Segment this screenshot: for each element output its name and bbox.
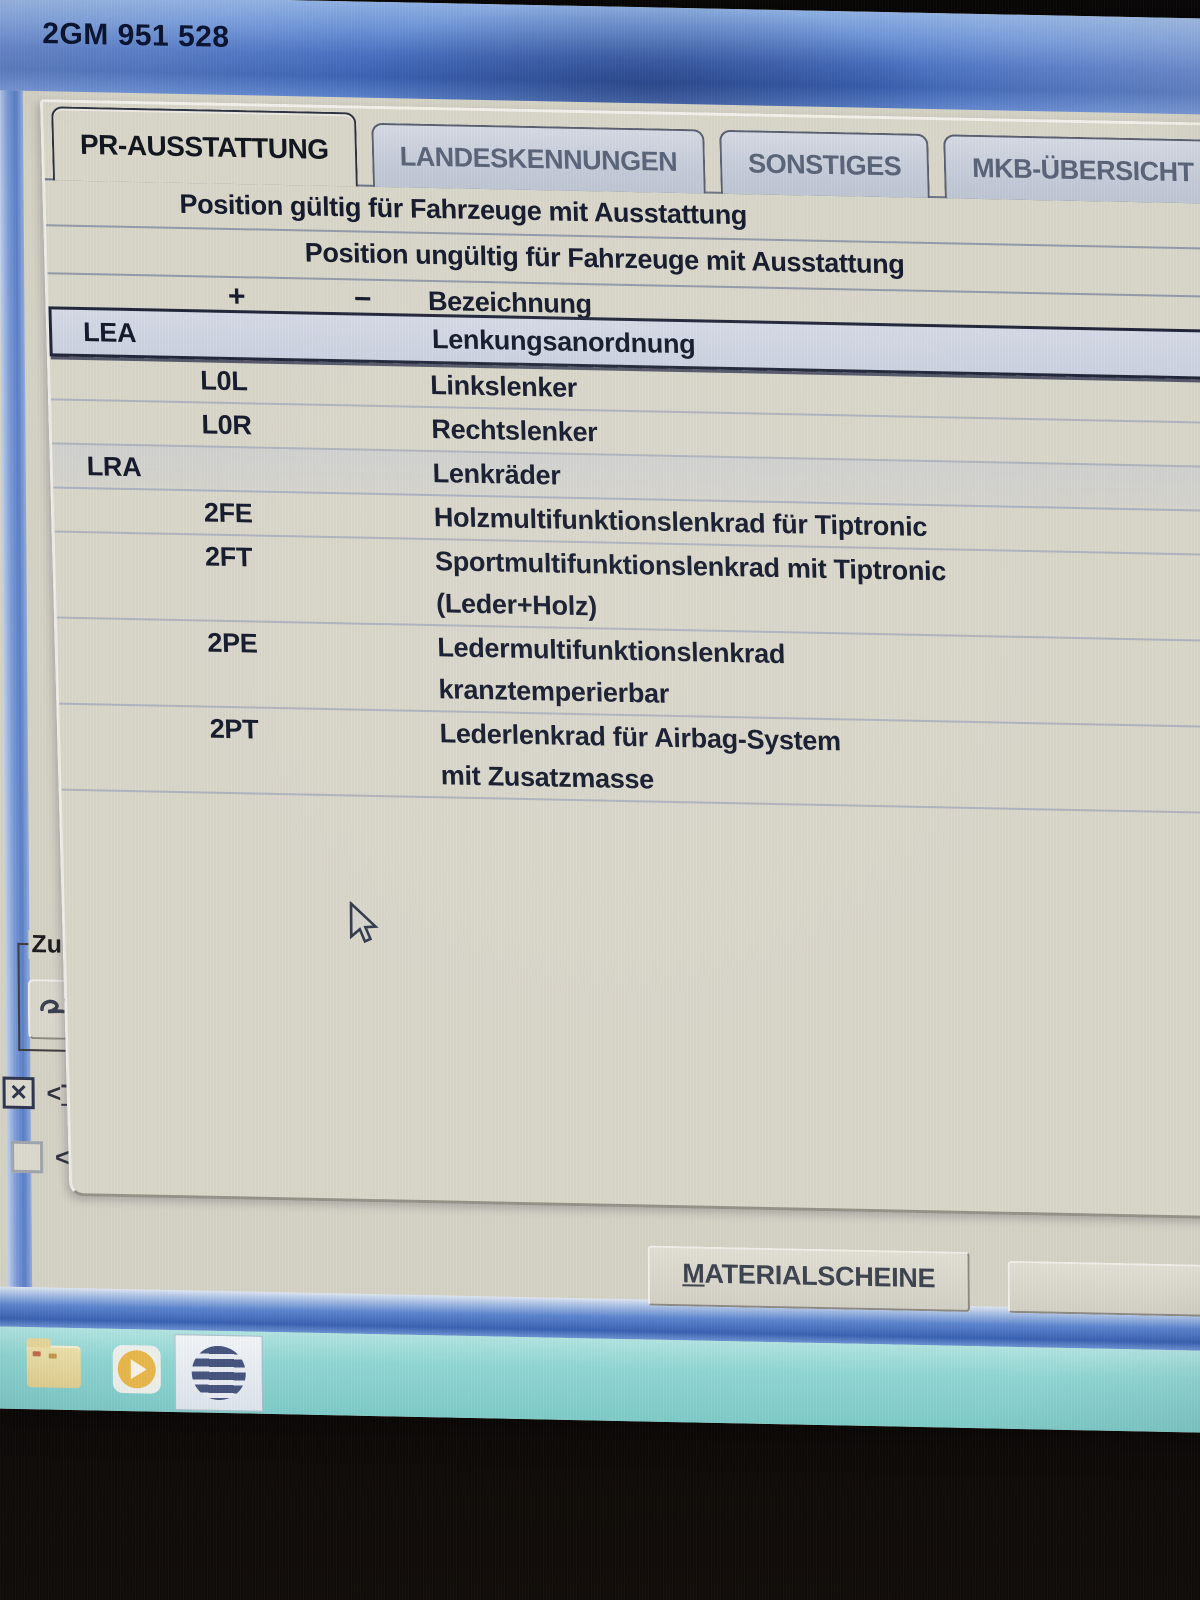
tab-sonstiges[interactable]: SONSTIGES — [719, 129, 930, 198]
mouse-cursor — [345, 900, 381, 953]
pr-code: LEA — [82, 317, 137, 349]
pr-code-table: LEA Lenkungsanordnung L0L Linkslenker L0… — [48, 306, 1200, 816]
partial-button-cutoff[interactable] — [1007, 1260, 1200, 1318]
window-title: 2GM 951 528 — [42, 17, 230, 54]
checkbox-checked[interactable]: ✕ — [2, 1076, 35, 1110]
window-title-bar: 2GM 951 528 — [0, 0, 1200, 116]
tab-label: PR-AUSSTATTUNG — [79, 128, 329, 165]
tab-label: LANDESKENNUNGEN — [399, 140, 678, 177]
header-valid-line: Position gültig für Fahrzeuge mit Aussta… — [179, 188, 748, 231]
tab-label: SONSTIGES — [747, 147, 902, 181]
materialscheine-label: MATERIALSCHEINE — [682, 1258, 936, 1294]
pr-code: 2PT — [209, 713, 259, 745]
pr-code: L0R — [201, 409, 252, 441]
pr-code: 2PE — [206, 627, 258, 659]
striped-globe-logo — [191, 1345, 246, 1401]
window-frame-left-border — [0, 90, 33, 1292]
media-player-icon[interactable] — [112, 1344, 161, 1394]
materialscheine-button[interactable]: MATERIALSCHEINE — [647, 1245, 971, 1313]
tab-label: MKB-ÜBERSICHT — [971, 152, 1194, 187]
monitor-screen: E 2c 2GM 951 528 Zusa ✕ <T <|> — [0, 0, 1200, 1434]
pr-description: Ledermultifunktionslenkrad kranztemperie… — [436, 632, 786, 709]
pr-description: Sportmultifunktionslenkrad mit Tiptronic… — [434, 546, 947, 622]
checkbox-unchecked[interactable] — [11, 1140, 44, 1174]
tab-pr-ausstattung[interactable]: PR-AUSSTATTUNG — [50, 106, 358, 187]
tab-landeskennungen[interactable]: LANDESKENNUNGEN — [370, 122, 707, 194]
separator — [47, 272, 1200, 299]
pr-description: Lederlenkrad für Airbag-System mit Zusat… — [439, 718, 842, 795]
pr-code: 2FT — [204, 541, 253, 573]
pr-code: 2FE — [203, 497, 253, 529]
header-invalid-line: Position ungültig für Fahrzeuge mit Auss… — [304, 237, 905, 280]
folder-icon[interactable] — [26, 1345, 81, 1389]
tab-page-panel: PR-AUSSTATTUNG LANDESKENNUNGEN SONSTIGES… — [39, 99, 1200, 1221]
app-logo-icon[interactable] — [174, 1334, 264, 1412]
pr-code: L0L — [199, 365, 248, 397]
tab-mkb-bersicht[interactable]: MKB-ÜBERSICHT — [943, 134, 1200, 204]
pr-code: LRA — [86, 451, 142, 483]
